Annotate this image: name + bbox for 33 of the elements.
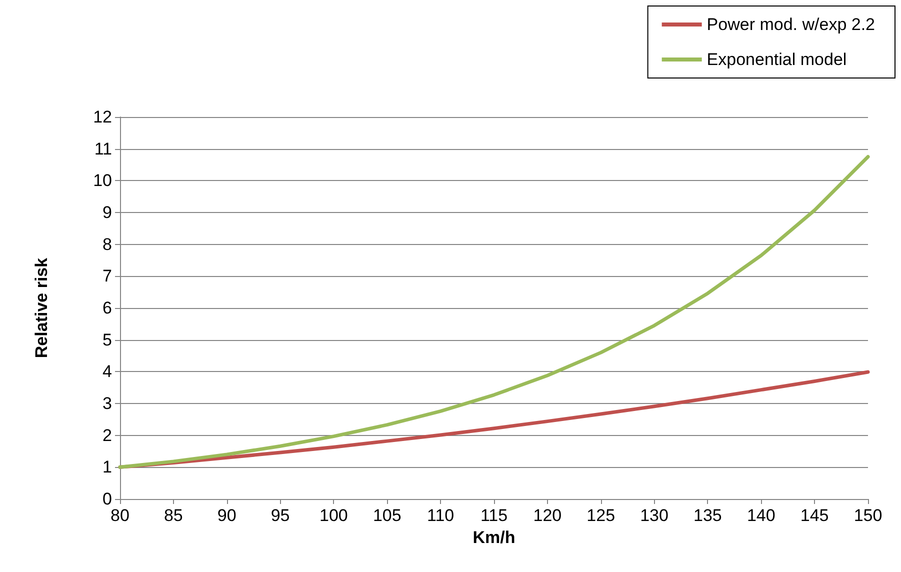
x-tick-label: 150 xyxy=(854,506,882,525)
x-tick-label: 135 xyxy=(694,506,722,525)
y-tick-label: 5 xyxy=(102,330,112,350)
y-tick-label: 4 xyxy=(102,362,112,382)
y-tick-label: 2 xyxy=(102,426,112,445)
x-tick-label: 105 xyxy=(372,506,402,525)
x-tick-label: 145 xyxy=(800,506,829,525)
y-tick-label: 9 xyxy=(102,203,112,222)
y-tick-label: 8 xyxy=(102,234,112,254)
x-tick-label: 115 xyxy=(480,506,508,525)
y-tick-label: 0 xyxy=(102,490,112,508)
x-tick-label: 130 xyxy=(640,506,668,525)
x-axis-title: Km/h xyxy=(472,528,516,547)
y-tick-label: 3 xyxy=(102,394,112,413)
x-tick-label: 110 xyxy=(427,506,454,525)
x-tick-label: 140 xyxy=(746,506,776,525)
x-tick-label: 90 xyxy=(217,506,236,525)
line-series xyxy=(118,155,870,469)
x-tick-label: 120 xyxy=(533,506,562,525)
y-tick-label: 11 xyxy=(94,139,112,158)
y-tick-label: 7 xyxy=(102,266,112,286)
y-tick-label: 12 xyxy=(93,108,112,126)
legend-label: Power mod. w/exp 2.2 xyxy=(706,15,876,34)
x-tick-label: 85 xyxy=(164,506,183,525)
y-tick-label: 1 xyxy=(102,458,112,477)
y-tick-label: 10 xyxy=(93,171,112,190)
y-axis-title: Relative risk xyxy=(32,257,51,358)
x-tick-label: 125 xyxy=(586,506,616,525)
y-tick-label: 6 xyxy=(102,298,112,318)
x-tick-label: 95 xyxy=(270,506,290,525)
x-tick-label: 80 xyxy=(110,506,130,525)
x-tick-label: 100 xyxy=(320,506,348,525)
legend-label: Exponential model xyxy=(706,50,847,69)
